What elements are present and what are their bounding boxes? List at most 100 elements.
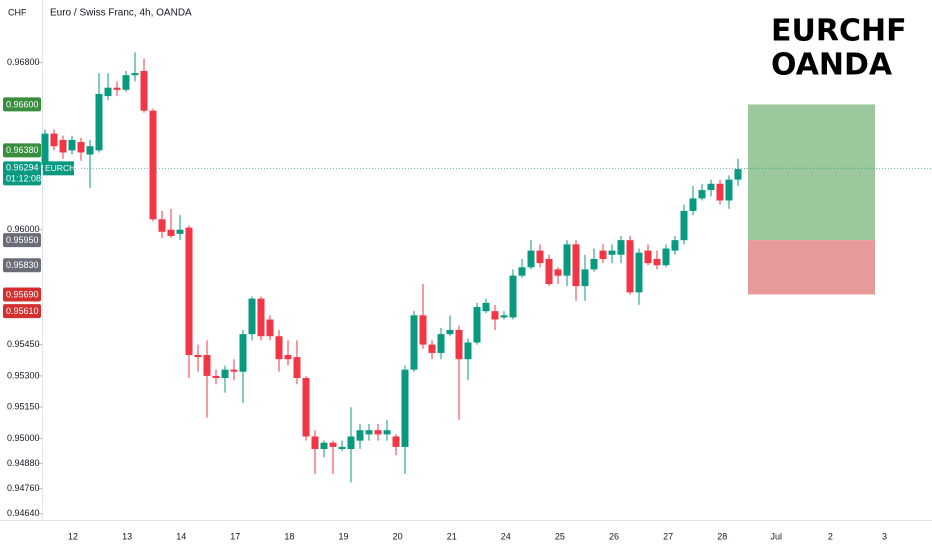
candle-body [545,258,553,285]
x-tick-label: 21 [447,531,457,541]
candle-body [167,229,175,236]
candle-body [455,329,463,360]
price-badge [3,233,41,248]
candle-body [464,342,472,360]
x-tick-label: 2 [828,531,833,541]
candle-body [608,250,616,255]
y-tick-label: 0.95450 [7,339,40,349]
symbol-label: EURCHF [45,163,80,173]
candle-body [365,430,373,435]
candle-body [572,244,580,287]
candle-body [239,334,247,372]
candle-body [401,369,409,447]
x-tick-label: 19 [338,531,348,541]
candle-body [662,248,670,266]
y-tick-label: 0.95000 [7,433,40,443]
candle-body [410,315,418,370]
candle-body [230,369,238,372]
candle-body [680,210,688,241]
candle-body [329,442,337,447]
candle-body [149,110,157,220]
candle-body [527,250,535,268]
current-price-label: 0.96294 [6,163,39,173]
candle-body [689,198,697,211]
x-tick-label: 3 [882,531,887,541]
candle-body [302,377,310,437]
x-tick-label: Jul [771,531,783,541]
candle-body [374,430,382,435]
annotation: OANDA [771,48,893,83]
price-badge-label: 0.95830 [6,260,39,270]
x-tick-label: 24 [501,531,511,541]
candle-body [338,446,346,449]
y-tick-label: 0.96800 [7,57,40,67]
candle-body [248,298,256,335]
candle-body [707,183,715,191]
x-tick-label: 13 [122,531,132,541]
candle-body [59,139,67,153]
candle-body [158,219,166,232]
candle-body [185,227,193,356]
candle-body [50,133,58,147]
candle-body [554,269,562,276]
candle-body [428,344,436,353]
candle-body [95,93,103,151]
price-badge-label: 0.96600 [6,99,39,109]
candle-body [509,275,517,318]
candle-body [581,269,589,287]
x-tick-label: 18 [284,531,294,541]
candle-body [734,169,742,180]
candle-body [491,311,499,320]
price-badge-label: 0.95610 [6,306,39,316]
candle-body [716,183,724,201]
price-badge [3,258,41,273]
x-tick-label: 26 [609,531,619,541]
candle-body [536,250,544,264]
candle-body [698,190,706,199]
candle-body [275,336,283,360]
candle-body [113,87,121,90]
y-tick-label: 0.95300 [7,370,40,380]
candle-body [725,179,733,201]
candle-body [356,430,364,441]
candle-body [599,250,607,259]
position-loss-zone [748,240,875,295]
y-tick-label: 0.94640 [7,508,40,518]
candle-body [266,319,274,337]
candle-body [194,355,202,358]
candle-body [257,298,265,337]
candle-body [203,355,211,376]
candle-body [671,240,679,251]
price-badge [3,304,41,319]
candle-body [563,244,571,276]
candle-body [320,442,328,449]
candle-body [437,334,445,353]
candle-body [518,267,526,276]
candle-body [500,315,508,318]
y-tick-label: 0.94760 [7,483,40,493]
candle-body [626,240,634,293]
x-tick-label: 12 [68,531,78,541]
candle-body [77,142,85,153]
chart-title: Euro / Swiss Franc, 4h, OANDA [50,8,192,19]
y-tick-label: 0.96000 [7,224,40,234]
candle-body [311,436,319,449]
x-tick-label: 28 [717,531,727,541]
candle-body [473,306,481,343]
x-tick-label: 17 [230,531,240,541]
x-tick-label: 25 [555,531,565,541]
candle-body [140,71,148,111]
symbol-badge [43,161,74,176]
y-tick-label: 0.94880 [7,458,40,468]
candle-body [383,430,391,435]
candle-body [221,369,229,378]
candle-body [482,302,490,312]
candle-body [104,87,112,97]
candle-body [644,250,652,264]
candle-body [617,240,625,255]
countdown-label: 01:12:08 [6,174,41,184]
annotation: EURCHF [771,14,907,49]
currency-label: CHF [8,7,27,17]
candle-body [419,315,427,345]
